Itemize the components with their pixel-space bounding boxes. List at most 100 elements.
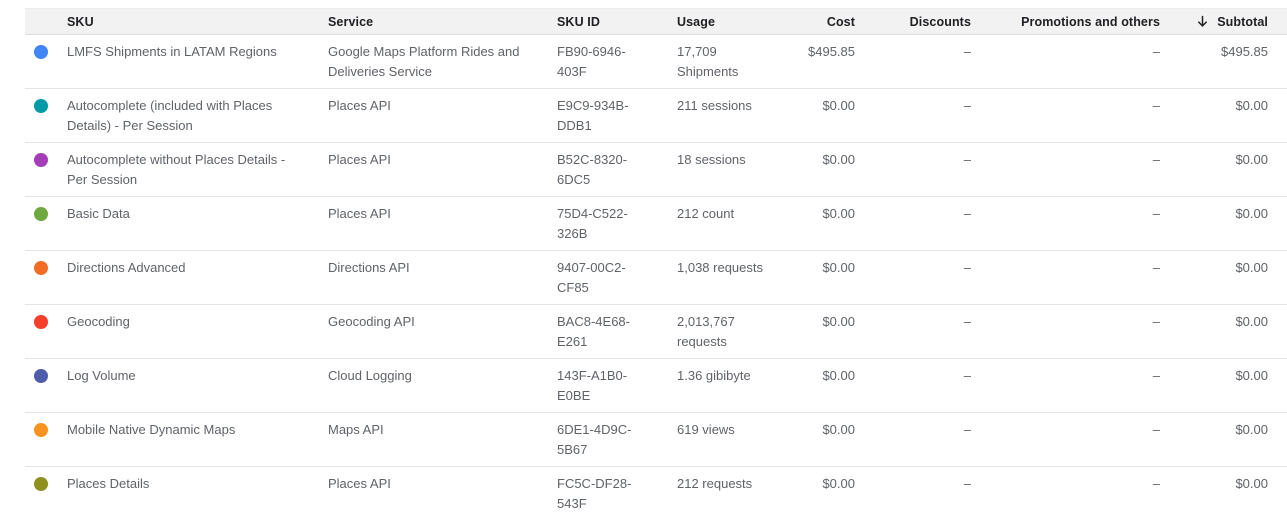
billing-sku-table: SKU Service SKU ID Usage Cost Discounts …: [25, 8, 1287, 520]
sku-id-cell: FB90-6946-403F: [557, 44, 626, 79]
subtotal-cell: $0.00: [1235, 314, 1268, 329]
promotions-cell: –: [1152, 44, 1160, 59]
cost-cell: $0.00: [822, 152, 855, 167]
service-cell: Maps API: [328, 422, 384, 437]
sku-id-cell: BAC8-4E68-E261: [557, 314, 630, 349]
sku-color-cell: [25, 305, 67, 358]
discounts-cell: –: [963, 476, 971, 491]
sku-color-cell: [25, 197, 67, 250]
table-row: Directions Advanced Directions API 9407-…: [25, 251, 1287, 305]
table-row: LMFS Shipments in LATAM Regions Google M…: [25, 35, 1287, 89]
column-header-service[interactable]: Service: [328, 14, 374, 29]
discounts-cell: –: [963, 368, 971, 383]
usage-cell: 211 sessions: [677, 98, 752, 113]
subtotal-cell: $0.00: [1235, 476, 1268, 491]
sku-color-cell: [25, 89, 67, 142]
sku-id-cell: E9C9-934B-DDB1: [557, 98, 629, 133]
sku-name-cell: Autocomplete without Places Details - Pe…: [67, 152, 286, 187]
usage-cell: 17,709 Shipments: [677, 44, 739, 79]
sku-color-dot: [34, 423, 48, 437]
table-header-row: SKU Service SKU ID Usage Cost Discounts …: [25, 8, 1287, 35]
usage-cell: 2,013,767 requests: [677, 314, 735, 349]
cost-cell: $0.00: [822, 422, 855, 437]
promotions-cell: –: [1152, 152, 1160, 167]
discounts-cell: –: [963, 152, 971, 167]
table-row: Places Details Places API FC5C-DF28-543F…: [25, 467, 1287, 520]
sku-color-cell: [25, 467, 67, 520]
discounts-cell: –: [963, 314, 971, 329]
usage-cell: 212 count: [677, 206, 735, 221]
column-header-sku-id[interactable]: SKU ID: [557, 14, 600, 29]
sku-color-dot: [34, 477, 48, 491]
column-header-cost[interactable]: Cost: [826, 14, 855, 29]
usage-cell: 619 views: [677, 422, 735, 437]
usage-cell: 212 requests: [677, 476, 753, 491]
column-header-discounts[interactable]: Discounts: [909, 14, 971, 29]
promotions-cell: –: [1152, 206, 1160, 221]
sku-id-cell: FC5C-DF28-543F: [557, 476, 632, 511]
sku-name-cell: Log Volume: [67, 368, 136, 383]
sku-color-cell: [25, 251, 67, 304]
promotions-cell: –: [1152, 476, 1160, 491]
table-row: Autocomplete without Places Details - Pe…: [25, 143, 1287, 197]
service-cell: Geocoding API: [328, 314, 415, 329]
sku-color-dot: [34, 207, 48, 221]
table-row: Geocoding Geocoding API BAC8-4E68-E261 2…: [25, 305, 1287, 359]
service-cell: Places API: [328, 152, 391, 167]
subtotal-cell: $0.00: [1235, 98, 1268, 113]
service-cell: Google Maps Platform Rides and Deliverie…: [328, 44, 520, 79]
subtotal-cell: $0.00: [1235, 422, 1268, 437]
sku-color-cell: [25, 359, 67, 412]
discounts-cell: –: [963, 44, 971, 59]
subtotal-cell: $0.00: [1235, 206, 1268, 221]
column-header-subtotal-label: Subtotal: [1217, 14, 1268, 29]
sku-color-dot: [34, 99, 48, 113]
sku-name-cell: Geocoding: [67, 314, 130, 329]
sku-id-cell: 75D4-C522-326B: [557, 206, 628, 241]
column-header-promotions[interactable]: Promotions and others: [1021, 14, 1160, 29]
sku-name-cell: Directions Advanced: [67, 260, 186, 275]
cost-cell: $0.00: [822, 206, 855, 221]
sku-id-cell: 9407-00C2-CF85: [557, 260, 626, 295]
sku-color-cell: [25, 413, 67, 466]
usage-cell: 1,038 requests: [677, 260, 764, 275]
sku-color-dot: [34, 153, 48, 167]
sku-name-cell: LMFS Shipments in LATAM Regions: [67, 44, 277, 59]
discounts-cell: –: [963, 98, 971, 113]
cost-cell: $495.85: [808, 44, 855, 59]
sku-color-dot: [34, 369, 48, 383]
sku-id-cell: B52C-8320-6DC5: [557, 152, 628, 187]
promotions-cell: –: [1152, 98, 1160, 113]
cost-cell: $0.00: [822, 98, 855, 113]
promotions-cell: –: [1152, 260, 1160, 275]
sku-name-cell: Places Details: [67, 476, 150, 491]
usage-cell: 18 sessions: [677, 152, 746, 167]
cost-cell: $0.00: [822, 314, 855, 329]
table-body: LMFS Shipments in LATAM Regions Google M…: [25, 35, 1287, 520]
service-cell: Places API: [328, 206, 391, 221]
arrow-down-icon: [1195, 14, 1210, 29]
subtotal-cell: $495.85: [1221, 44, 1268, 59]
promotions-cell: –: [1152, 314, 1160, 329]
cost-cell: $0.00: [822, 368, 855, 383]
service-cell: Directions API: [328, 260, 410, 275]
table-row: Mobile Native Dynamic Maps Maps API 6DE1…: [25, 413, 1287, 467]
subtotal-cell: $0.00: [1235, 368, 1268, 383]
cost-cell: $0.00: [822, 476, 855, 491]
discounts-cell: –: [963, 422, 971, 437]
subtotal-cell: $0.00: [1235, 260, 1268, 275]
table-row: Basic Data Places API 75D4-C522-326B 212…: [25, 197, 1287, 251]
column-header-subtotal[interactable]: Subtotal: [1160, 14, 1268, 29]
table-row: Autocomplete (included with Places Detai…: [25, 89, 1287, 143]
sku-color-cell: [25, 143, 67, 196]
sku-id-cell: 143F-A1B0-E0BE: [557, 368, 628, 403]
column-header-sku[interactable]: SKU: [67, 14, 94, 29]
discounts-cell: –: [963, 260, 971, 275]
sku-name-cell: Autocomplete (included with Places Detai…: [67, 98, 273, 133]
service-cell: Places API: [328, 98, 391, 113]
sku-name-cell: Mobile Native Dynamic Maps: [67, 422, 236, 437]
service-cell: Cloud Logging: [328, 368, 412, 383]
sku-id-cell: 6DE1-4D9C-5B67: [557, 422, 632, 457]
column-header-usage[interactable]: Usage: [677, 14, 716, 29]
sku-name-cell: Basic Data: [67, 206, 130, 221]
